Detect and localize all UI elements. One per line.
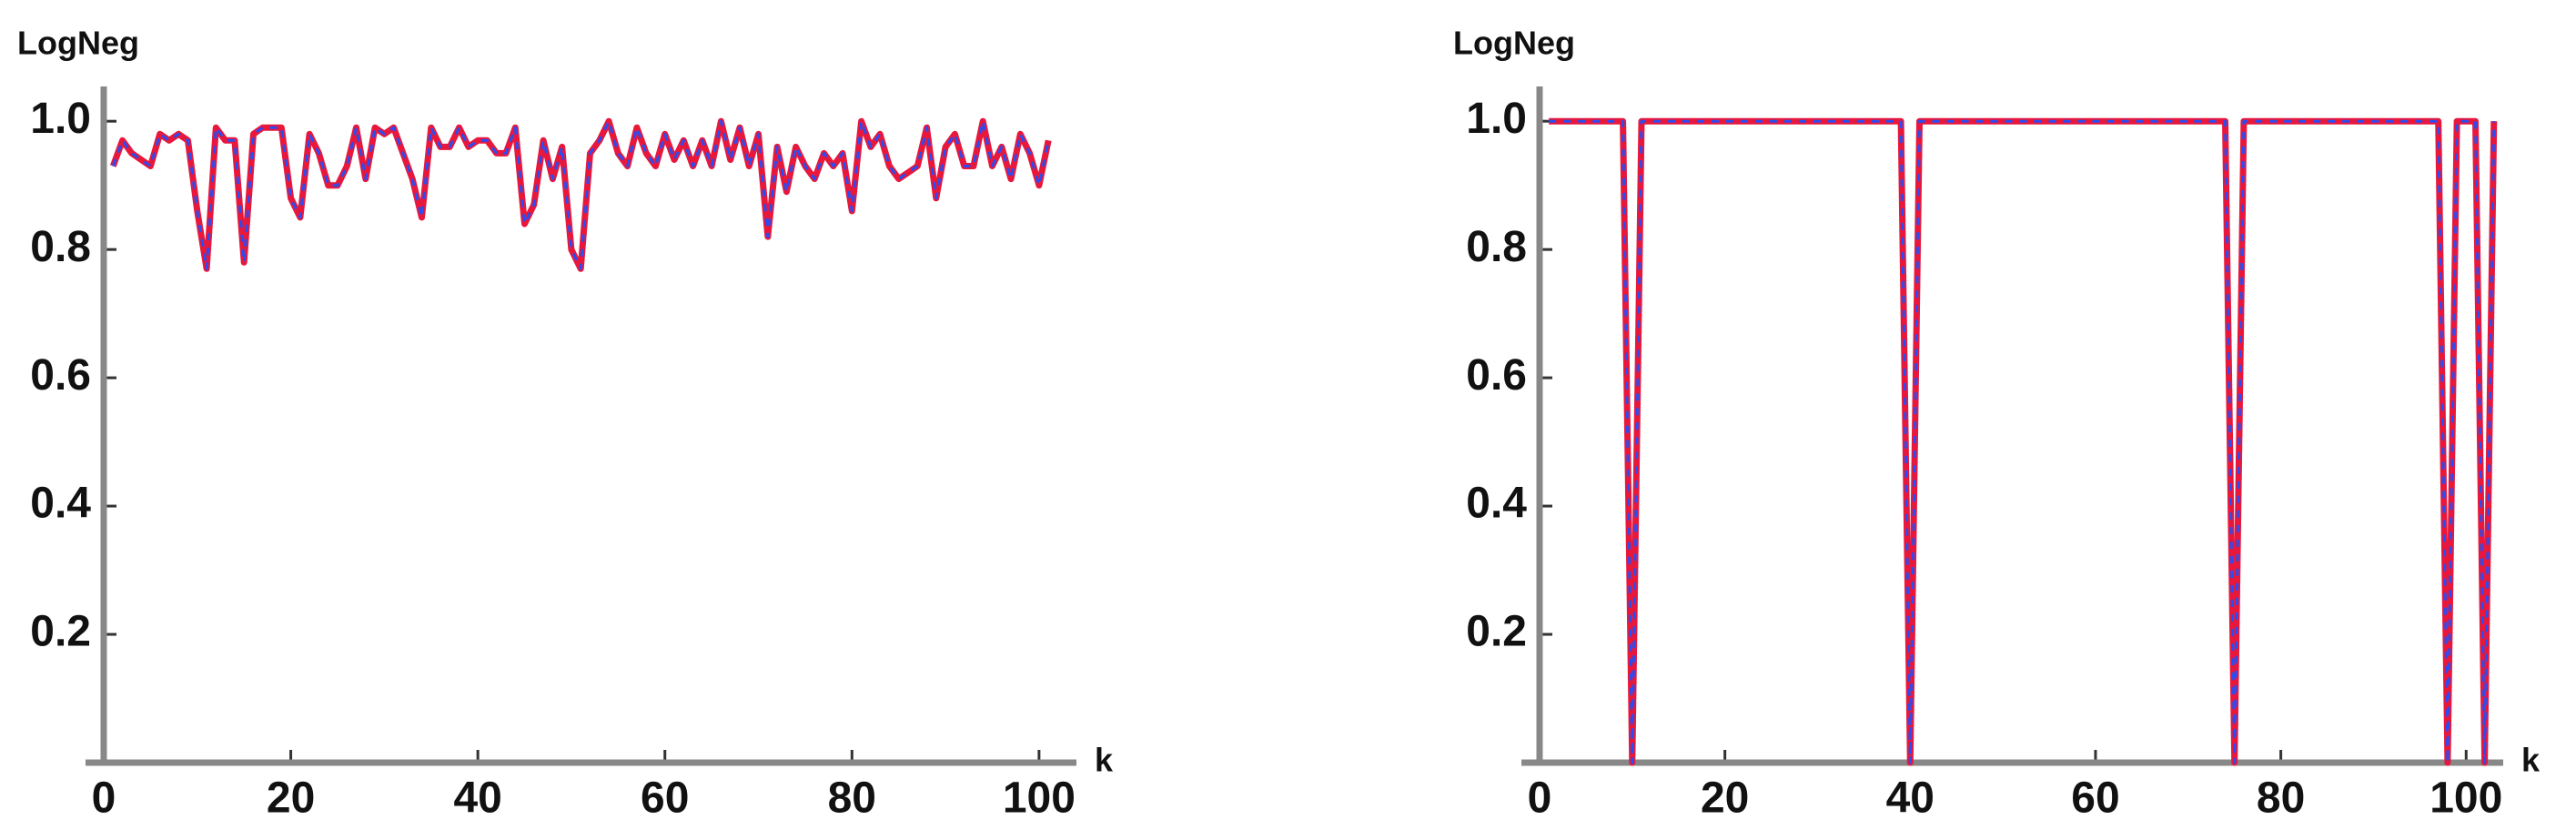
y-tick-label: 0.8 xyxy=(30,223,91,271)
y-tick-label: 0.2 xyxy=(30,608,91,656)
x-axis-label: k xyxy=(2521,742,2541,779)
x-tick-label: 20 xyxy=(267,774,315,823)
y-tick-label: 0.6 xyxy=(30,351,91,400)
x-tick-label: 20 xyxy=(1701,774,1749,823)
y-tick-label: 0.8 xyxy=(1466,223,1527,271)
y-tick-label: 1.0 xyxy=(30,95,91,143)
y-tick-label: 0.6 xyxy=(1466,351,1527,400)
data-line xyxy=(1549,117,2498,766)
x-tick-label: 100 xyxy=(1003,774,1076,823)
y-tick-label: 1.0 xyxy=(1466,95,1527,143)
x-tick-label: 0 xyxy=(92,774,116,823)
y-axis-label: LogNeg xyxy=(17,25,139,62)
x-tick-label: 40 xyxy=(453,774,501,823)
y-axis-label: LogNeg xyxy=(1453,25,1575,62)
x-tick-label: 60 xyxy=(2071,774,2119,823)
x-tick-label: 0 xyxy=(1528,774,1552,823)
y-tick-label: 0.2 xyxy=(1466,608,1527,656)
y-tick-label: 0.4 xyxy=(1466,480,1527,528)
x-tick-label: 60 xyxy=(641,774,689,823)
x-tick-label: 100 xyxy=(2430,774,2502,823)
x-tick-label: 80 xyxy=(828,774,876,823)
x-tick-label: 40 xyxy=(1886,774,1935,823)
data-line xyxy=(1549,119,2496,764)
x-axis-label: k xyxy=(1095,742,1114,779)
y-tick-label: 0.4 xyxy=(30,480,91,528)
x-tick-label: 80 xyxy=(2257,774,2305,823)
data-line xyxy=(111,119,1050,270)
